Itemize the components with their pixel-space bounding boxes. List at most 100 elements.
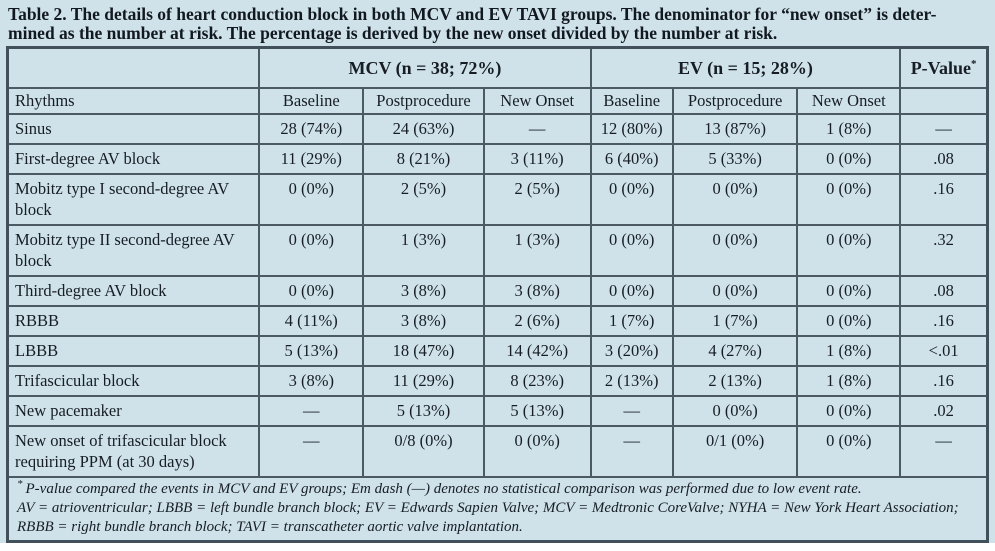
value-cell: .08	[899, 143, 989, 175]
value-cell: 1 (3%)	[482, 224, 592, 277]
rhythm-cell: Mobitz type I second-degree AV block	[6, 173, 261, 226]
footnote-asterisk: *	[17, 478, 23, 490]
caption-line-1: Table 2. The details of heart conduction…	[8, 4, 937, 24]
value-cell: .16	[899, 305, 989, 337]
value-cell: 3 (8%)	[258, 365, 365, 397]
value-cell: 4 (27%)	[671, 335, 799, 367]
value-cell: 0/8 (0%)	[362, 425, 485, 478]
column-header-baseline-ev: Baseline	[589, 87, 674, 115]
column-header-newonset-mcv: New Onset	[482, 87, 592, 115]
value-cell: 3 (11%)	[482, 143, 592, 175]
value-cell: 12 (80%)	[589, 113, 674, 145]
rhythm-cell: New onset of trifascicular block requiri…	[6, 425, 261, 478]
value-cell: 0 (0%)	[796, 143, 902, 175]
value-cell: 0 (0%)	[796, 275, 902, 307]
value-cell: 0 (0%)	[258, 224, 365, 277]
value-cell: 1 (3%)	[362, 224, 485, 277]
value-cell: 3 (20%)	[589, 335, 674, 367]
value-cell: 0 (0%)	[796, 305, 902, 337]
table-row: Trifascicular block 3 (8%) 11 (29%) 8 (23%)…	[6, 365, 989, 397]
value-cell: 1 (8%)	[796, 365, 902, 397]
footnote-pvalue: * P-value compared the events in MCV and …	[17, 478, 978, 499]
value-cell: 1 (7%)	[589, 305, 674, 337]
value-cell: 0 (0%)	[589, 275, 674, 307]
value-cell: —	[589, 395, 674, 427]
value-cell: 8 (21%)	[362, 143, 485, 175]
value-cell: 0 (0%)	[258, 173, 365, 226]
caption-line-2: mined as the number at risk. The percent…	[8, 23, 778, 43]
rhythm-cell: First-degree AV block	[6, 143, 261, 175]
column-header-row: Rhythms Baseline Postprocedure New Onset…	[6, 87, 989, 115]
footnote-abbreviations-text: AV = atrioventricular; LBBB = left bundl…	[17, 500, 959, 535]
table-body: Sinus 28 (74%) 24 (63%) —12 (80%) 13 (87%) 1 …	[6, 113, 989, 478]
value-cell: 5 (13%)	[482, 395, 592, 427]
value-cell: 0 (0%)	[671, 275, 799, 307]
group-header-ev: EV (n = 15; 28%)	[589, 46, 902, 89]
value-cell: 11 (29%)	[362, 365, 485, 397]
value-cell: 1 (7%)	[671, 305, 799, 337]
value-cell: .02	[899, 395, 989, 427]
rhythm-cell: Third-degree AV block	[6, 275, 261, 307]
value-cell: 0 (0%)	[589, 224, 674, 277]
column-header-rhythms: Rhythms	[6, 87, 261, 115]
value-cell: .32	[899, 224, 989, 277]
value-cell: 2 (5%)	[362, 173, 485, 226]
table-row: Mobitz type II second-degree AV block 0 (…	[6, 224, 989, 277]
group-header-row: MCV (n = 38; 72%) EV (n = 15; 28%) P-Val…	[6, 46, 989, 89]
value-cell: 5 (33%)	[671, 143, 799, 175]
value-cell: 0 (0%)	[589, 173, 674, 226]
table-row: Third-degree AV block 0 (0%) 3 (8%) 3 (8%) 0…	[6, 275, 989, 307]
value-cell: 4 (11%)	[258, 305, 365, 337]
rhythm-cell: RBBB	[6, 305, 261, 337]
value-cell: 3 (8%)	[362, 275, 485, 307]
pvalue-label: P-Value	[910, 58, 972, 78]
value-cell: 13 (87%)	[671, 113, 799, 145]
value-cell: 0 (0%)	[671, 395, 799, 427]
corner-empty-cell	[6, 46, 261, 89]
group-header-mcv: MCV (n = 38; 72%)	[258, 46, 592, 89]
group-header-pvalue: P-Value*	[899, 46, 989, 89]
table-row: Mobitz type I second-degree AV block 0 (0…	[6, 173, 989, 226]
value-cell: —	[589, 425, 674, 478]
column-header-baseline-mcv: Baseline	[258, 87, 365, 115]
value-cell: 2 (5%)	[482, 173, 592, 226]
rhythm-cell: Trifascicular block	[6, 365, 261, 397]
value-cell: —	[258, 395, 365, 427]
rhythm-cell: New pacemaker	[6, 395, 261, 427]
table-row: New pacemaker —5 (13%) 5 (13%) —0 (0%) 0 (0%…	[6, 395, 989, 427]
table-caption: Table 2. The details of heart conduction…	[6, 0, 989, 46]
value-cell: 0 (0%)	[796, 173, 902, 226]
table-row: New onset of trifascicular block requiri…	[6, 425, 989, 478]
value-cell: —	[899, 425, 989, 478]
column-header-newonset-ev: New Onset	[796, 87, 902, 115]
value-cell: 3 (8%)	[482, 275, 592, 307]
value-cell: .08	[899, 275, 989, 307]
value-cell: 3 (8%)	[362, 305, 485, 337]
value-cell: 2 (13%)	[671, 365, 799, 397]
conduction-block-table: MCV (n = 38; 72%) EV (n = 15; 28%) P-Val…	[6, 46, 989, 543]
footnote-row: * P-value compared the events in MCV and …	[6, 476, 989, 543]
rhythm-cell: Mobitz type II second-degree AV block	[6, 224, 261, 277]
value-cell: 8 (23%)	[482, 365, 592, 397]
value-cell: 5 (13%)	[362, 395, 485, 427]
value-cell: 0 (0%)	[796, 425, 902, 478]
value-cell: —	[899, 113, 989, 145]
footnote-pvalue-text: P-value compared the events in MCV and E…	[25, 481, 862, 497]
value-cell: .16	[899, 173, 989, 226]
table-row: LBBB 5 (13%) 18 (47%) 14 (42%) 3 (20%) 4 (27%…	[6, 335, 989, 367]
table-row: Sinus 28 (74%) 24 (63%) —12 (80%) 13 (87%) 1 …	[6, 113, 989, 145]
footnote-abbreviations: AV = atrioventricular; LBBB = left bundl…	[17, 499, 978, 537]
footnotes: * P-value compared the events in MCV and …	[6, 476, 989, 543]
value-cell: 11 (29%)	[258, 143, 365, 175]
value-cell: <.01	[899, 335, 989, 367]
value-cell: 0 (0%)	[482, 425, 592, 478]
pvalue-asterisk: *	[971, 58, 977, 70]
column-header-postprocedure-mcv: Postprocedure	[362, 87, 485, 115]
rhythm-cell: Sinus	[6, 113, 261, 145]
table-row: First-degree AV block 11 (29%) 8 (21%) 3 (1…	[6, 143, 989, 175]
value-cell: 0 (0%)	[671, 173, 799, 226]
value-cell: 1 (8%)	[796, 113, 902, 145]
value-cell: 0 (0%)	[258, 275, 365, 307]
table-row: RBBB 4 (11%) 3 (8%) 2 (6%) 1 (7%) 1 (7%) 0 (0%…	[6, 305, 989, 337]
